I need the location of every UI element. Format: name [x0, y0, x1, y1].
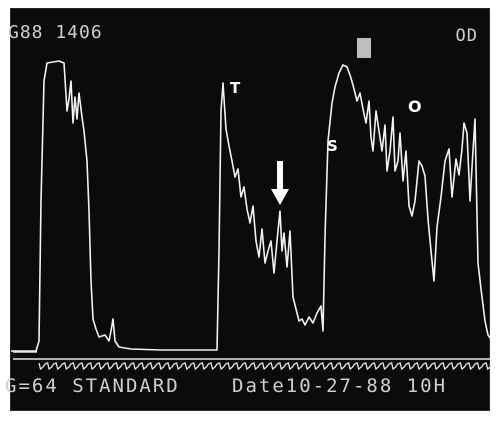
marker-t: T [230, 79, 241, 97]
footer-gain: G=64 STANDARD [5, 375, 180, 397]
square-marker-icon [357, 38, 371, 58]
marker-o: O [408, 97, 422, 116]
footer-date: Date10-27-88 10H [232, 375, 448, 397]
down-arrow-icon [271, 161, 289, 205]
header-eye: OD [455, 26, 478, 46]
marker-s: S [327, 137, 338, 155]
header-id: G88 1406 [8, 22, 103, 43]
waveform-plot [11, 60, 491, 371]
waveform-trace [11, 60, 491, 352]
ecg-trace [38, 362, 491, 371]
waveform-display: T S O [10, 8, 491, 411]
